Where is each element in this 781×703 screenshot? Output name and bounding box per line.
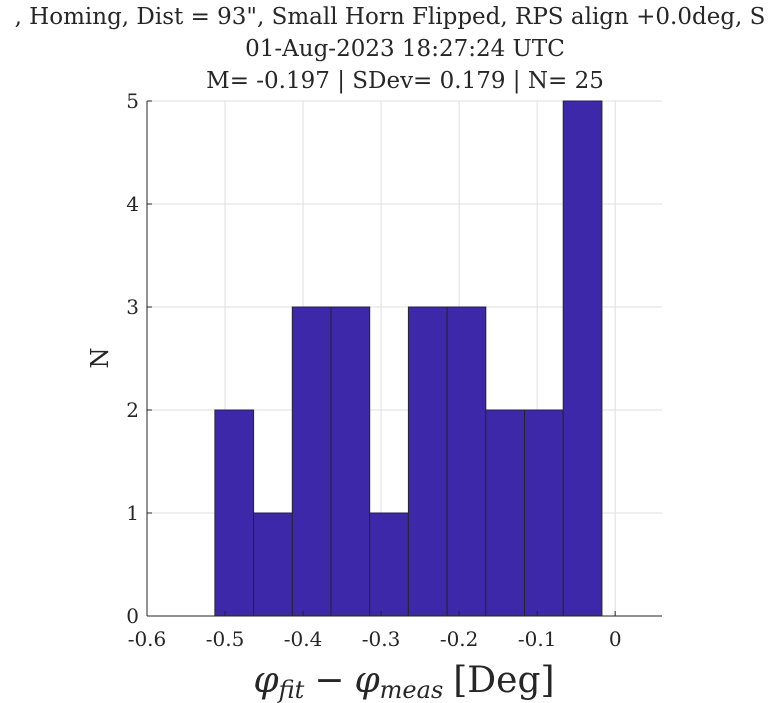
y-tick-label: 1 bbox=[126, 501, 139, 525]
histogram-bar bbox=[407, 306, 448, 617]
x-axis-label: φfit − φmeas [Deg] bbox=[253, 660, 554, 703]
y-tick-label: 2 bbox=[126, 398, 139, 422]
histogram-bar bbox=[562, 100, 603, 617]
histogram-bar bbox=[446, 306, 487, 617]
x-axis-ticks: -0.6 -0.5 -0.4 -0.3 -0.2 -0.1 0 bbox=[128, 611, 622, 651]
histogram-bar bbox=[330, 306, 371, 617]
x-label-sub-fit: fit bbox=[277, 676, 305, 703]
histogram-bars bbox=[214, 100, 603, 617]
x-tick-label: -0.2 bbox=[440, 627, 479, 651]
x-tick-label: 0 bbox=[609, 627, 622, 651]
y-axis-ticks: 0 1 2 3 4 5 bbox=[126, 89, 152, 628]
y-tick-label: 3 bbox=[126, 295, 139, 319]
x-label-minus: − bbox=[314, 660, 344, 701]
histogram-bar bbox=[524, 409, 564, 617]
x-label-sub-meas: meas bbox=[380, 676, 444, 703]
x-tick-label: -0.4 bbox=[284, 627, 323, 651]
x-tick-label: -0.3 bbox=[362, 627, 401, 651]
histogram-bar bbox=[291, 306, 332, 617]
x-tick-label: -0.1 bbox=[518, 627, 557, 651]
y-tick-label: 4 bbox=[126, 192, 139, 216]
x-tick-label: -0.6 bbox=[128, 627, 167, 651]
histogram-bar bbox=[214, 409, 255, 617]
x-label-phi-2: φ bbox=[354, 660, 380, 701]
x-label-phi-1: φ bbox=[253, 660, 279, 701]
chart-title-line-1: , Homing, Dist = 93", Small Horn Flipped… bbox=[15, 4, 766, 30]
chart-title-line-3: M= -0.197 | SDev= 0.179 | N= 25 bbox=[206, 68, 604, 94]
y-tick-label: 5 bbox=[126, 89, 139, 113]
histogram-bar bbox=[369, 512, 409, 617]
chart-title-line-2: 01-Aug-2023 18:27:24 UTC bbox=[245, 36, 565, 62]
x-label-unit: [Deg] bbox=[453, 660, 554, 701]
y-axis-label: N bbox=[86, 348, 114, 369]
x-tick-label: -0.5 bbox=[206, 627, 245, 651]
histogram-bar bbox=[485, 409, 526, 617]
y-tick-label: 0 bbox=[126, 604, 139, 628]
histogram-bar bbox=[253, 512, 293, 617]
